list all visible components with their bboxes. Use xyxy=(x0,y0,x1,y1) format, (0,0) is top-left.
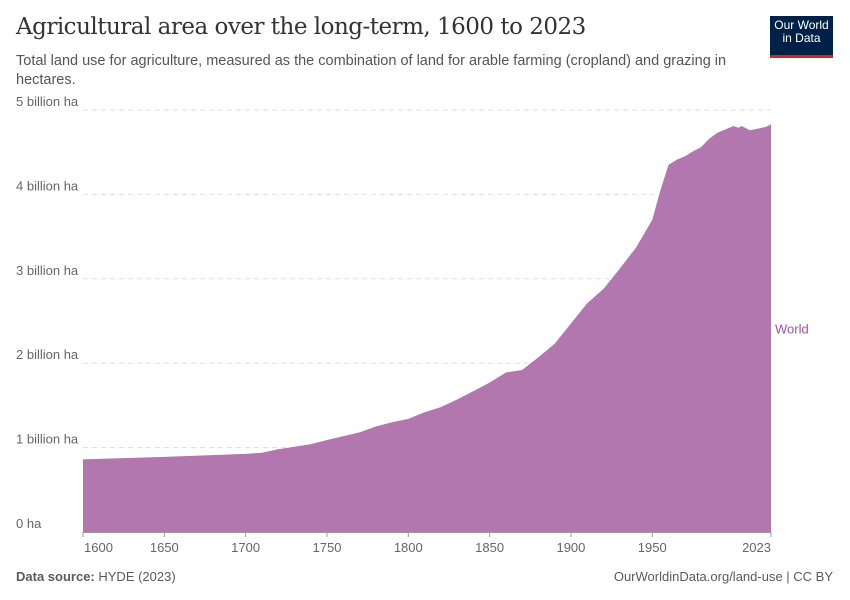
y-tick-label: 1 billion ha xyxy=(16,432,79,447)
source-label: Data source: xyxy=(16,569,95,584)
series-label-world: World xyxy=(775,321,809,336)
x-tick-label: 1650 xyxy=(150,540,179,555)
area-world xyxy=(83,124,771,533)
y-tick-label: 4 billion ha xyxy=(16,178,79,193)
y-tick-label: 0 ha xyxy=(16,516,42,531)
x-tick-label: 1800 xyxy=(394,540,423,555)
owid-logo[interactable]: Our World in Data xyxy=(770,16,833,58)
x-tick-label: 1750 xyxy=(313,540,342,555)
x-tick-label: 1900 xyxy=(556,540,585,555)
logo-line-1: Our World xyxy=(774,18,829,32)
y-tick-label: 2 billion ha xyxy=(16,347,79,362)
footer-url[interactable]: OurWorldinData.org/land-use | CC BY xyxy=(613,569,833,584)
chart-title: Agricultural area over the long-term, 16… xyxy=(16,14,586,40)
data-source: Data source: HYDE (2023) xyxy=(16,569,176,584)
x-tick-label: 2023 xyxy=(742,540,771,555)
chart-subtitle: Total land use for agriculture, measured… xyxy=(16,53,727,88)
x-tick-label: 1600 xyxy=(84,540,113,555)
y-tick-label: 5 billion ha xyxy=(16,94,79,109)
x-tick-label: 1950 xyxy=(638,540,667,555)
source-value: HYDE (2023) xyxy=(98,569,176,584)
x-tick-label: 1850 xyxy=(475,540,504,555)
x-tick-label: 1700 xyxy=(231,540,260,555)
logo-line-2: in Data xyxy=(782,31,821,45)
y-tick-label: 3 billion ha xyxy=(16,263,79,278)
